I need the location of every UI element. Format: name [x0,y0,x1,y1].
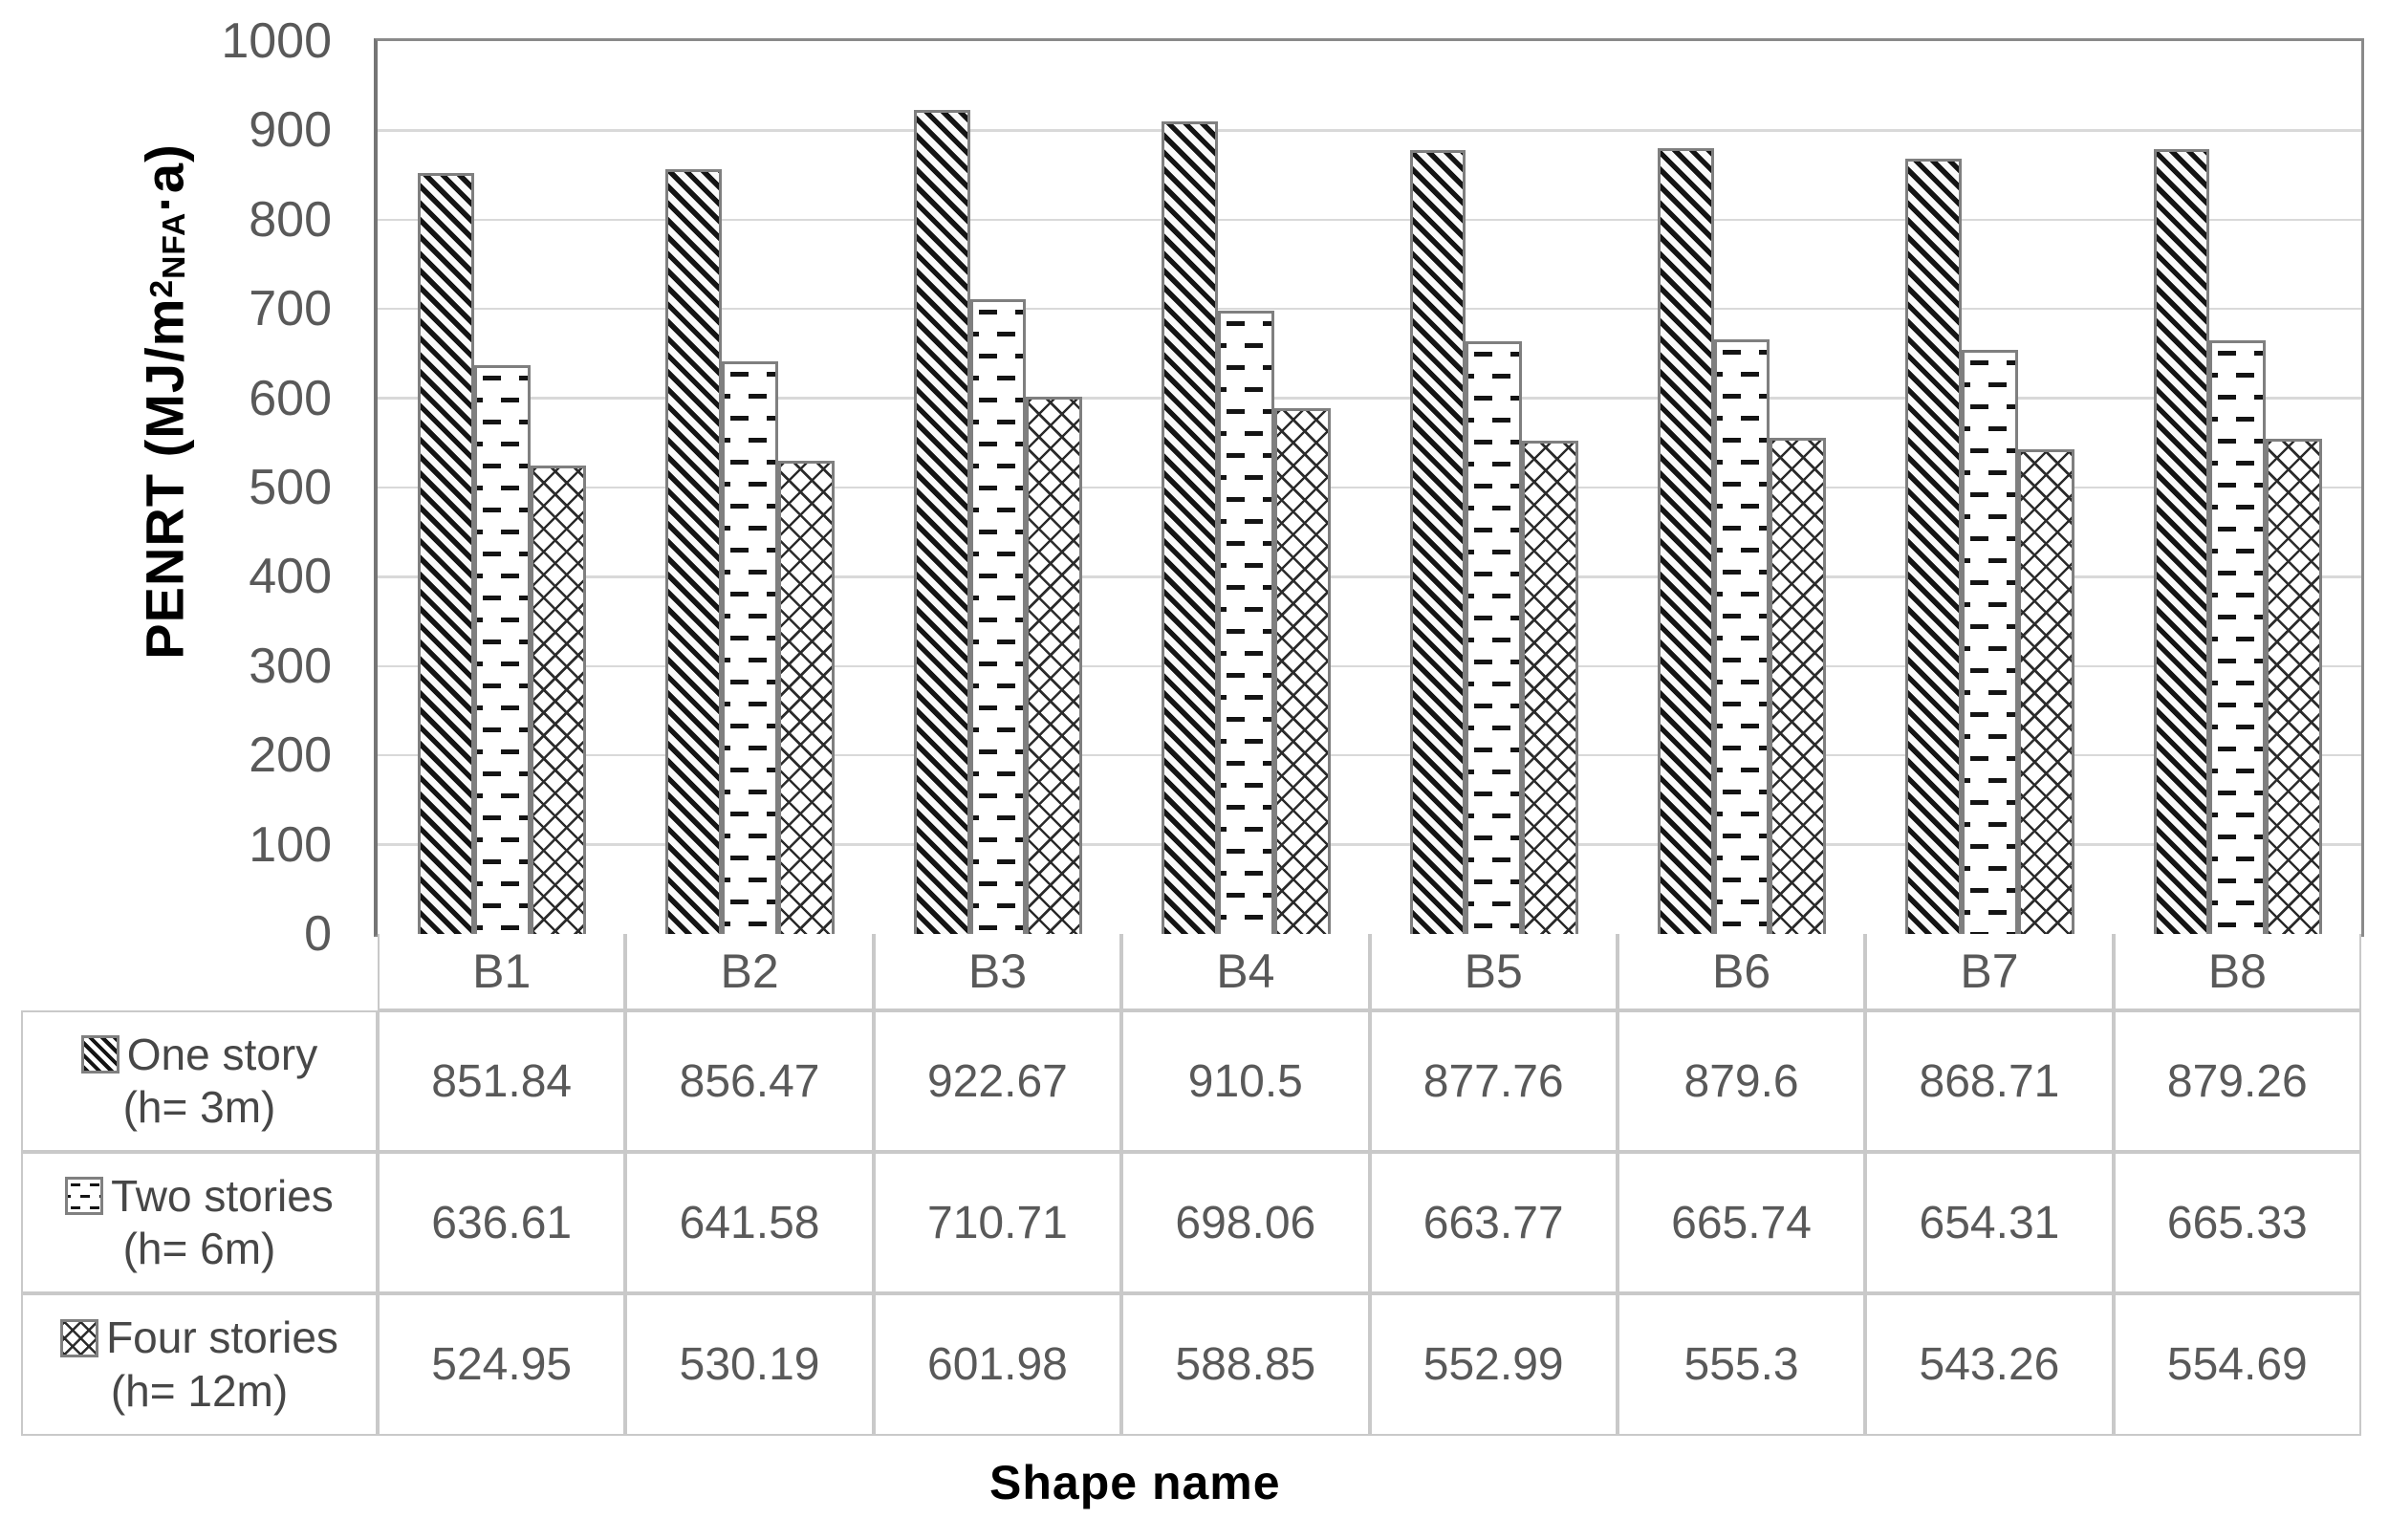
table-value-cell: 710.71 [873,1152,1122,1293]
data-table: B1 B2 B3 B4 B5 B6 B7 B8 One story (h= 3m) 851.84 85… [21,934,2361,1436]
bar-b7-series2 [1962,349,2018,934]
plot-area [374,38,2364,937]
table-value-cell: 530.19 [625,1293,874,1436]
table-value-cell: 665.33 [2113,1152,2361,1293]
gridline [378,129,2361,132]
legend-row-line1: Four stories [60,1312,338,1364]
legend-cell: Two stories (h= 6m) [21,1152,378,1293]
legend-label-line2: (h= 12m) [110,1365,289,1416]
bar-b4-series2 [1217,311,1274,934]
table-value-cell: 641.58 [625,1152,874,1293]
bar-b5-series1 [1409,150,1466,934]
gridline [378,218,2361,221]
legend-row-line1: Two stories [65,1170,334,1223]
table-value-cell: 543.26 [1865,1293,2114,1436]
bar-b1-series1 [418,173,474,934]
gridline [378,486,2361,489]
series-pattern-swatch-icon [60,1318,99,1357]
y-tick-label: 500 [249,460,332,515]
bar-b1-series2 [473,365,531,934]
table-value-cell: 654.31 [1865,1152,2114,1293]
legend-row-line1: One story [80,1029,318,1081]
bar-b4-series3 [1273,408,1331,934]
y-tick-label: 700 [249,281,332,337]
bar-b3-series2 [969,299,1027,934]
bar-b6-series3 [1770,438,1827,934]
y-tick-label: 100 [249,816,332,873]
legend-label-line2: (h= 3m) [122,1082,276,1132]
gridline [378,575,2361,578]
bar-b5-series3 [1522,440,1578,934]
legend-label: Two stories [111,1170,334,1221]
bar-b6-series1 [1657,148,1714,934]
bar-b2-series3 [777,460,835,934]
bar-b7-series3 [2017,448,2074,934]
legend-label-line2: (h= 6m) [122,1224,276,1273]
table-value-cell: 856.47 [625,1010,874,1152]
gridline [378,753,2361,757]
category-header-cell: B5 [1369,934,1618,1010]
y-tick-label: 300 [249,638,332,694]
gridline [378,664,2361,667]
table-value-cell: 588.85 [1121,1293,1370,1436]
category-header-cell: B6 [1617,934,1866,1010]
legend-label: One story [126,1029,318,1079]
gridline [378,843,2361,846]
table-value-cell: 879.26 [2113,1010,2361,1152]
bar-b3-series1 [913,110,970,934]
legend-label: Four stories [106,1312,338,1363]
bar-b2-series2 [722,360,778,934]
table-value-cell: 868.71 [1865,1010,2114,1152]
bar-b5-series2 [1466,341,1523,934]
y-tick-label: 200 [249,727,332,784]
y-tick-label: 1000 [221,13,332,69]
gridline [378,397,2361,400]
table-value-cell: 698.06 [1121,1152,1370,1293]
bar-b2-series1 [665,169,723,934]
table-value-cell: 665.74 [1617,1152,1866,1293]
bar-b8-series1 [2153,148,2210,934]
gridline [378,307,2361,311]
y-tick-label: 900 [249,102,332,159]
legend-cell: Four stories (h= 12m) [21,1293,378,1436]
bar-b6-series2 [1713,339,1770,934]
table-value-cell: 555.3 [1617,1293,1866,1436]
bar-b8-series2 [2209,339,2267,934]
series-pattern-swatch-icon [80,1035,119,1074]
bar-b8-series3 [2266,438,2323,934]
table-value-cell: 879.6 [1617,1010,1866,1152]
y-tick-label: 600 [249,370,332,426]
table-value-cell: 601.98 [873,1293,1122,1436]
table-value-cell: 922.67 [873,1010,1122,1152]
table-value-cell: 524.95 [378,1293,626,1436]
series-pattern-swatch-icon [65,1177,104,1216]
bar-b1-series3 [530,465,587,934]
category-header-cell: B1 [378,934,626,1010]
table-value-cell: 663.77 [1369,1152,1618,1293]
bar-b7-series1 [1905,158,1963,934]
category-header-cell: B7 [1865,934,2114,1010]
y-tick-label: 400 [249,549,332,605]
category-header-cell: B3 [873,934,1122,1010]
legend-cell: One story (h= 3m) [21,1010,378,1152]
table-value-cell: 910.5 [1121,1010,1370,1152]
table-value-cell: 636.61 [378,1152,626,1293]
bar-b3-series3 [1026,396,1083,934]
y-tick-label: 0 [304,906,332,962]
table-stub-cell [21,934,378,1010]
table-value-cell: 554.69 [2113,1293,2361,1436]
y-tick-label: 800 [249,191,332,248]
table-value-cell: 877.76 [1369,1010,1618,1152]
category-header-cell: B8 [2113,934,2361,1010]
table-value-cell: 851.84 [378,1010,626,1152]
x-axis-title: Shape name [989,1456,1281,1509]
bar-b4-series1 [1162,120,1218,934]
category-header-cell: B4 [1121,934,1370,1010]
category-header-cell: B2 [625,934,874,1010]
table-value-cell: 552.99 [1369,1293,1618,1436]
